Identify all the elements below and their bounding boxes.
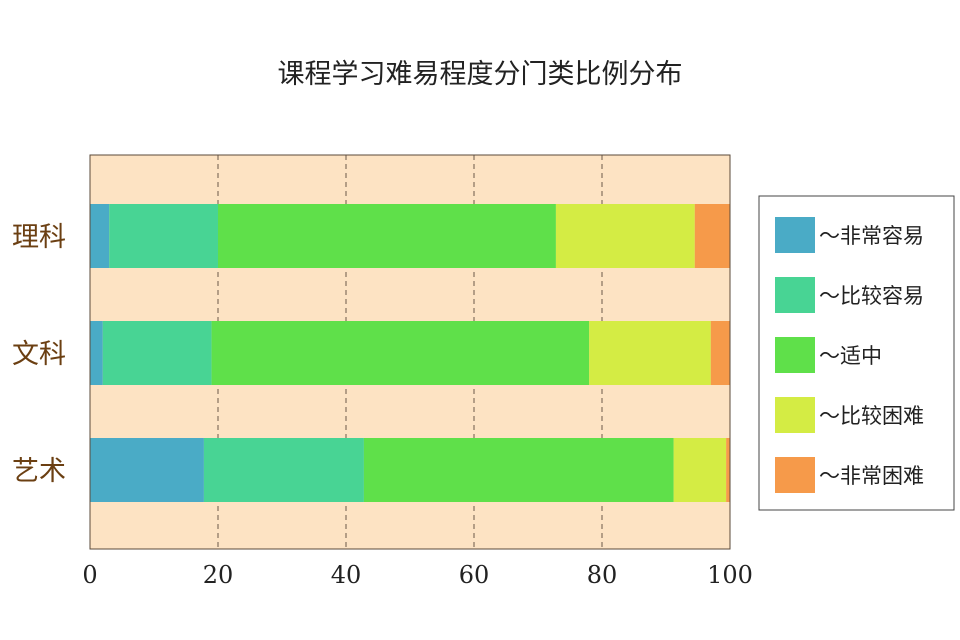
category-label-1: 文科 xyxy=(12,339,66,370)
bar-segment-2-4 xyxy=(726,438,730,502)
legend-swatch-4 xyxy=(775,457,815,493)
x-tick-label-0: 0 xyxy=(82,561,97,589)
legend-swatch-1 xyxy=(775,277,815,313)
bar-segment-2-1 xyxy=(203,438,364,502)
legend-swatch-3 xyxy=(775,397,815,433)
bars xyxy=(90,204,730,502)
category-label-0: 理科 xyxy=(12,222,66,253)
x-tick-labels: 0 20 40 60 80 100 xyxy=(82,561,753,589)
plot-frame xyxy=(89,154,731,550)
x-tick-label-2: 40 xyxy=(331,561,362,589)
bar-segment-0-2 xyxy=(218,204,556,268)
bar-segment-2-0 xyxy=(90,438,204,502)
bar-segment-0-3 xyxy=(555,204,695,268)
legend-swatch-2 xyxy=(775,337,815,373)
legend: ～非常容易 ～比较容易 ～适中 ～比较困难 ～非常困难 xyxy=(758,195,955,511)
category-label-2: 艺术 xyxy=(12,456,66,487)
legend-label-4: ～非常困难 xyxy=(819,464,924,488)
x-tick-label-1: 20 xyxy=(203,561,234,589)
bar-segment-2-2 xyxy=(363,438,674,502)
bar-segment-2-3 xyxy=(673,438,727,502)
bar-segment-1-0 xyxy=(90,321,103,385)
legend-label-2: ～适中 xyxy=(819,344,882,368)
legend-label-3: ～比较困难 xyxy=(819,404,924,428)
x-tick-label-5: 100 xyxy=(707,561,753,589)
legend-label-0: ～非常容易 xyxy=(819,224,924,248)
legend-swatch-0 xyxy=(775,217,815,253)
bar-segment-1-1 xyxy=(102,321,212,385)
bar-segment-1-4 xyxy=(710,321,730,385)
bar-segment-0-0 xyxy=(90,204,110,268)
x-tick-label-4: 80 xyxy=(587,561,618,589)
legend-label-1: ～比较容易 xyxy=(819,284,924,308)
bar-segment-1-2 xyxy=(211,321,590,385)
x-tick-label-3: 60 xyxy=(459,561,490,589)
bar-segment-1-3 xyxy=(589,321,711,385)
bar-segment-0-4 xyxy=(694,204,730,268)
bar-segment-0-1 xyxy=(109,204,218,268)
chart-title: 课程学习难易程度分门类比例分布 xyxy=(278,59,683,90)
